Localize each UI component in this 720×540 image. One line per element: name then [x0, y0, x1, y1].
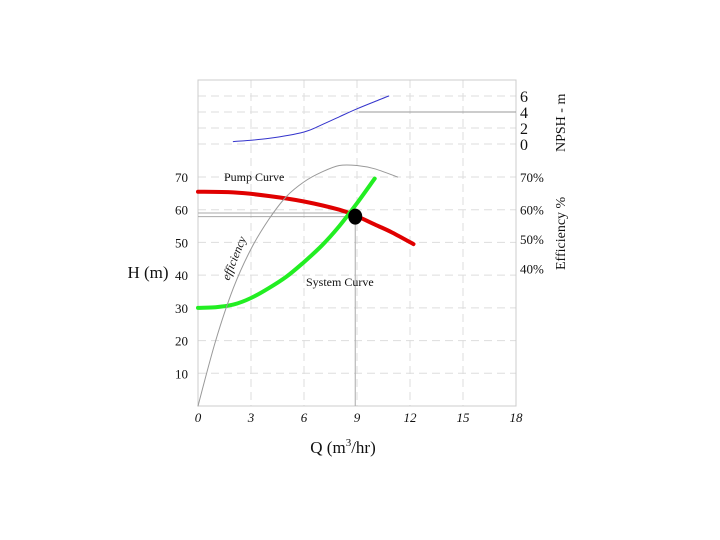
efficiency-axis-label: Efficiency % [554, 196, 569, 270]
x-tick-label: 6 [301, 410, 308, 425]
y-tick-label: 60 [175, 203, 188, 218]
x-tick-label: 3 [247, 410, 255, 425]
efficiency-tick-label: 70% [520, 170, 544, 185]
npsh-axis-label: NPSH - m [554, 94, 569, 152]
x-tick-label: 9 [354, 410, 361, 425]
npsh-tick-label: 6 [520, 89, 528, 106]
system-curve-annotation: System Curve [306, 275, 374, 289]
y-tick-label: 30 [175, 301, 188, 316]
pump-curve-line [196, 189, 416, 247]
x-axis-label-sup: 3 [346, 437, 352, 449]
y-tick-label: 40 [175, 268, 188, 283]
x-tick-label: 12 [404, 410, 418, 425]
npsh-tick-label: 4 [520, 105, 528, 122]
npsh-curve-line [232, 95, 390, 143]
system-curve-line [196, 176, 377, 310]
x-axis-label-suffix: /hr) [351, 438, 376, 457]
efficiency-tick-label: 40% [520, 262, 544, 277]
series-lines [196, 95, 416, 407]
y-tick-label: 70 [175, 170, 188, 185]
npsh-tick-label: 2 [520, 121, 528, 138]
x-tick-label: 18 [510, 410, 524, 425]
y-tick-label: 50 [175, 235, 188, 250]
x-tick-label: 15 [457, 410, 471, 425]
grid [198, 80, 516, 406]
plot-border [197, 79, 517, 407]
x-axis-label: Q (m3/hr) [310, 437, 375, 457]
y-tick-label: 20 [175, 334, 188, 349]
plot-frame [197, 79, 517, 407]
operating-point [348, 208, 363, 225]
npsh-tick-label: 0 [520, 137, 528, 154]
operating-point-group [348, 208, 363, 225]
reference-lines [198, 111, 516, 406]
efficiency-tick-label: 50% [520, 232, 544, 247]
x-axis-label-prefix: Q (m [310, 438, 345, 457]
x-tick-label: 0 [195, 410, 202, 425]
pump-curve-annotation: Pump Curve [224, 170, 284, 184]
y-axis-label: H (m) [127, 263, 168, 282]
efficiency-curve-line [197, 164, 399, 407]
y-tick-label: 10 [175, 366, 188, 381]
efficiency-tick-label: 60% [520, 203, 544, 218]
